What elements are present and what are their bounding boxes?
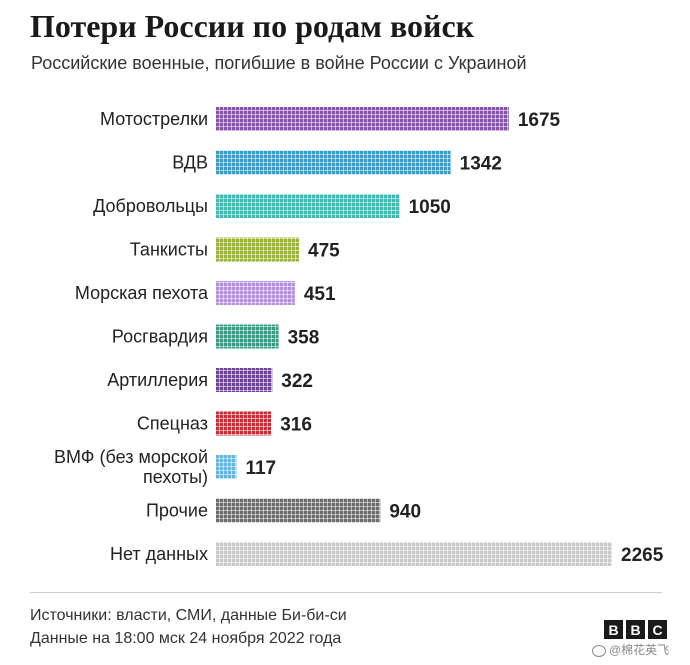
bar xyxy=(216,542,612,566)
chart-subtitle: Российские военные, погибшие в войне Рос… xyxy=(31,53,527,73)
watermark: @棉花英飞 xyxy=(592,641,669,658)
category-label-line: пехоты) xyxy=(143,467,208,487)
chart-title: Потери России по родам войск xyxy=(30,8,475,44)
category-label-line: Спецназ xyxy=(137,414,208,434)
category-label-line: Нет данных xyxy=(110,544,208,564)
bbc-logo-letter: B xyxy=(626,620,645,639)
weibo-icon xyxy=(592,644,606,657)
category-label-line: Артиллерия xyxy=(107,370,208,390)
category-label-line: Морская пехота xyxy=(75,283,209,303)
value-label: 1050 xyxy=(409,197,451,218)
value-label: 1675 xyxy=(518,110,561,131)
bbc-logo-letter: B xyxy=(604,620,623,639)
bar xyxy=(216,411,272,436)
source-note: Источники: власти, СМИ, данные Би-би-си xyxy=(30,607,347,624)
value-label: 316 xyxy=(280,415,312,436)
watermark-text: @棉花英飞 xyxy=(609,643,670,657)
value-label: 1342 xyxy=(460,154,502,175)
bar xyxy=(216,194,400,218)
category-label: Мотострелки xyxy=(100,109,208,129)
category-label-line: Добровольцы xyxy=(93,196,208,216)
category-label: Спецназ xyxy=(137,414,208,434)
bar xyxy=(216,455,237,479)
value-label: 940 xyxy=(389,502,421,523)
category-label-line: Танкисты xyxy=(130,240,208,260)
bar xyxy=(216,237,300,262)
date-note: Данные на 18:00 мск 24 ноября 2022 года xyxy=(30,630,342,647)
category-label-line: Росгвардия xyxy=(112,327,208,347)
category-label-line: ВМФ (без морской xyxy=(54,447,208,467)
bbc-logo-letter: C xyxy=(648,620,667,639)
bar xyxy=(216,368,273,392)
bbc-logo: B B C xyxy=(604,620,667,639)
category-label: Артиллерия xyxy=(107,370,208,390)
category-label: ВДВ xyxy=(172,153,208,173)
category-label-line: ВДВ xyxy=(172,153,208,173)
bar xyxy=(216,498,381,523)
value-label: 322 xyxy=(281,371,313,392)
value-label: 2265 xyxy=(621,545,664,566)
bar-chart: Мотострелки 1675 ВДВ 1342 Добровольцы 1050 Тан… xyxy=(54,107,664,566)
category-label: Росгвардия xyxy=(112,327,208,347)
bar xyxy=(216,107,509,131)
category-label: Танкисты xyxy=(130,240,208,260)
value-label: 475 xyxy=(308,241,340,262)
bar xyxy=(216,324,279,349)
value-label: 358 xyxy=(288,328,320,349)
category-label: Добровольцы xyxy=(93,196,208,216)
category-label: Морская пехота xyxy=(75,283,209,303)
bar xyxy=(216,281,295,305)
category-label: ВМФ (без морской пехоты) xyxy=(54,447,208,487)
footer-divider xyxy=(30,592,662,593)
category-label-line: Мотострелки xyxy=(100,109,208,129)
category-label: Нет данных xyxy=(110,544,208,564)
value-label: 451 xyxy=(304,284,336,305)
category-label: Прочие xyxy=(146,501,208,521)
bar xyxy=(216,150,451,175)
category-label-line: Прочие xyxy=(146,501,208,521)
value-label: 117 xyxy=(245,458,276,479)
